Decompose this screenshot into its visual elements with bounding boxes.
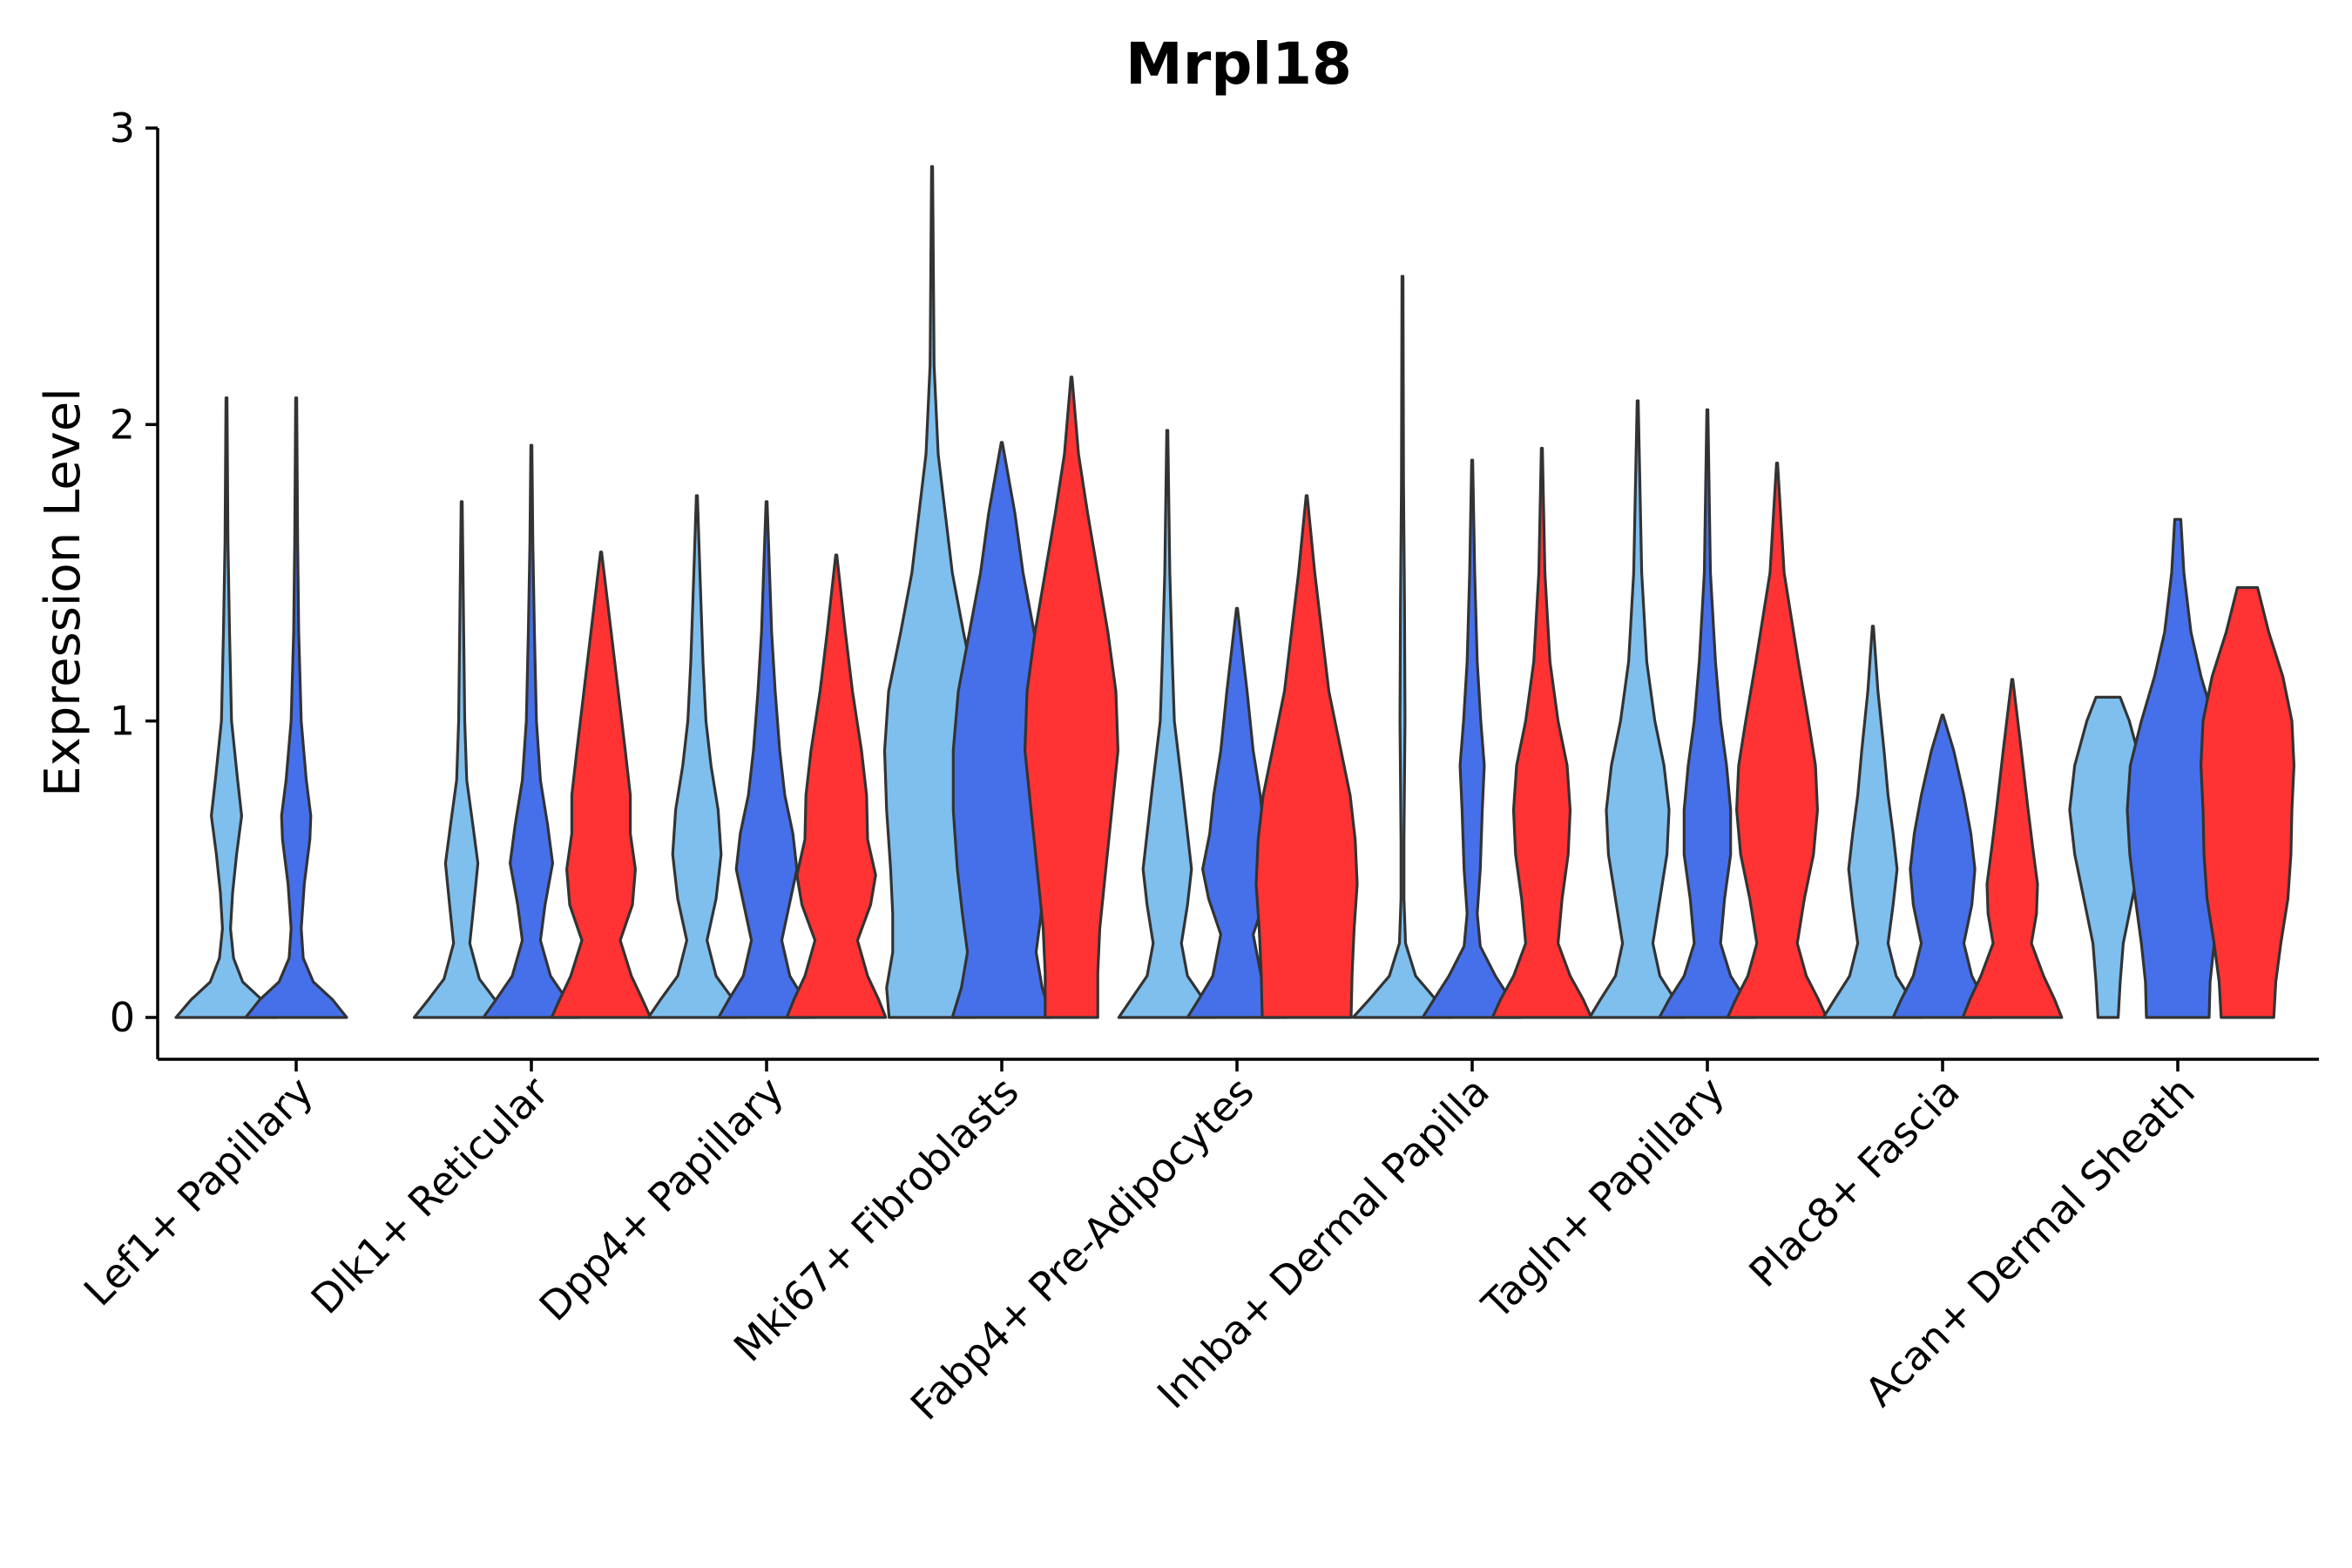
x-tick-label-7: Tagln+ Papillary: [1472, 1068, 1734, 1329]
violin-5-series-3: [1254, 494, 1359, 1019]
chart-title: Mrpl18: [1125, 30, 1352, 98]
violin-8-series-1: [1821, 625, 1924, 1019]
violin-7-series-1: [1588, 399, 1687, 1019]
violin-1-series-1: [174, 396, 279, 1019]
violin-6-series-2: [1421, 458, 1524, 1019]
violin-4-series-3: [1024, 375, 1119, 1019]
violin-7-series-3: [1726, 462, 1828, 1019]
violin-1-series-2: [244, 396, 348, 1019]
y-tick-label-3: 3: [110, 105, 135, 152]
violin-3-series-1: [646, 494, 747, 1019]
y-axis-title: Expression Level: [35, 388, 91, 797]
violin-5-series-1: [1117, 429, 1218, 1019]
violin-6-series-3: [1490, 447, 1593, 1019]
x-tick-label-2: Dlk1+ Reticular: [302, 1068, 558, 1323]
violin-7-series-2: [1658, 408, 1757, 1019]
violin-2-series-2: [482, 443, 581, 1019]
violin-2-series-1: [412, 500, 511, 1019]
violin-9-series-3: [2200, 585, 2295, 1019]
y-tick-label-0: 0: [110, 994, 135, 1041]
y-tick-label-2: 2: [110, 401, 135, 448]
y-tick-label-1: 1: [110, 698, 135, 745]
violin-8-series-3: [1961, 678, 2064, 1019]
x-tick-label-3: Dpp4+ Papillary: [531, 1068, 793, 1330]
violin-2-series-3: [550, 551, 652, 1019]
violin-3-series-2: [717, 500, 816, 1019]
violin-8-series-2: [1891, 713, 1994, 1019]
x-tick-label-1: Lef1+ Papillary: [75, 1068, 322, 1315]
violin-3-series-3: [785, 553, 888, 1019]
x-tick-label-8: Plac8+ Fascia: [1740, 1068, 1968, 1296]
violin-9-series-1: [2068, 695, 2148, 1019]
violin-6-series-1: [1351, 274, 1454, 1019]
violin-layer: [174, 165, 2295, 1019]
